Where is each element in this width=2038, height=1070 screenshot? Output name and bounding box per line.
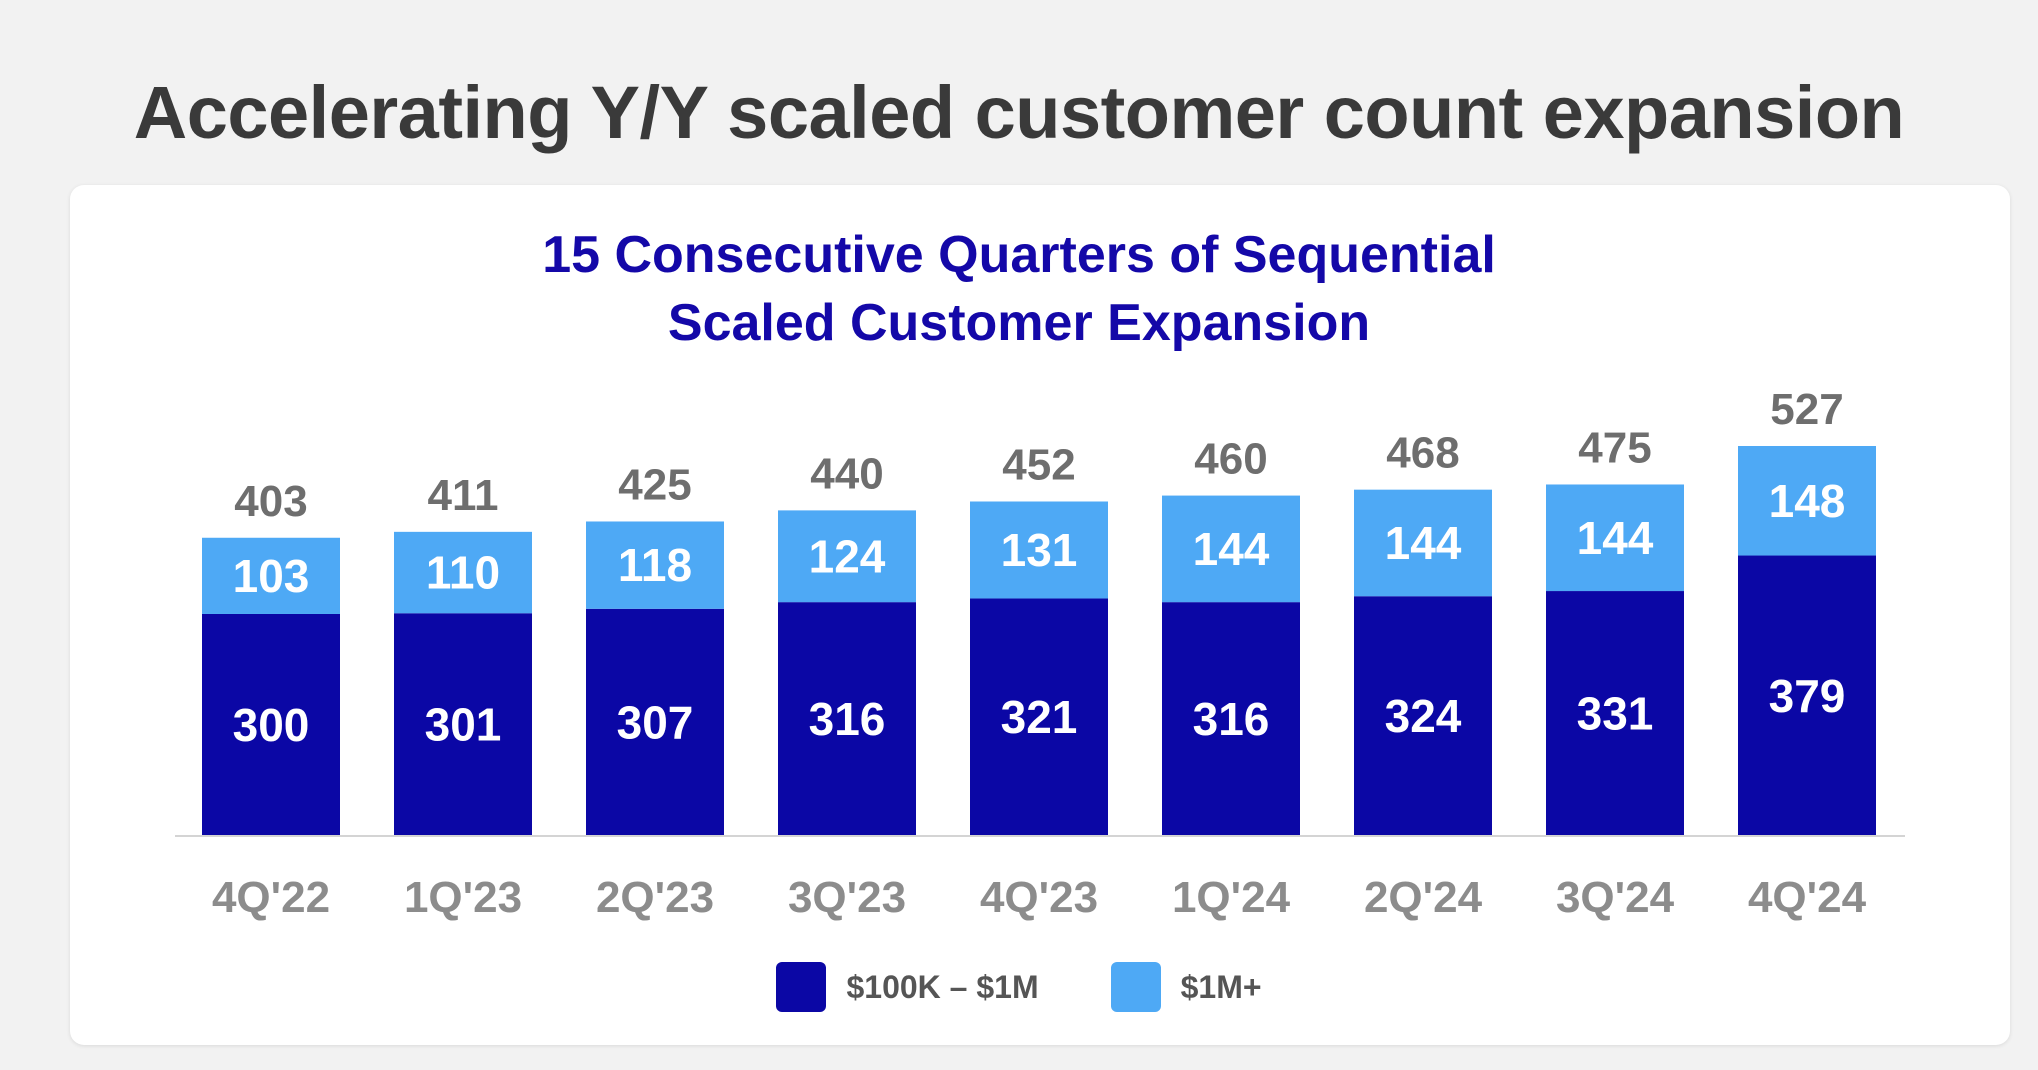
bar-segment-1m-plus	[586, 521, 724, 609]
data-label-1m-plus: 144	[1385, 517, 1462, 569]
legend-item-series-2: $1M+	[1110, 962, 1262, 1012]
data-label-100k-1m: 300	[233, 699, 310, 751]
data-label-total: 460	[1194, 435, 1267, 484]
x-tick-label: 2Q'24	[1364, 873, 1483, 922]
chart-title-line-1: 15 Consecutive Quarters of Sequential	[542, 226, 1496, 284]
data-label-total: 468	[1386, 429, 1459, 478]
data-label-total: 411	[428, 471, 499, 520]
bar-segment-100k-1m	[1162, 602, 1300, 836]
data-label-100k-1m: 379	[1769, 670, 1846, 722]
bar-segment-100k-1m	[1354, 596, 1492, 836]
data-label-1m-plus: 148	[1769, 475, 1846, 527]
data-label-total: 475	[1578, 423, 1651, 472]
data-label-100k-1m: 307	[617, 696, 694, 748]
legend-label-series-1: $100K – $1M	[846, 968, 1039, 1005]
data-label-total: 403	[234, 477, 307, 526]
data-label-1m-plus: 103	[233, 550, 310, 602]
legend-item-series-1: $100K – $1M	[776, 962, 1039, 1012]
x-tick-label: 1Q'24	[1172, 873, 1291, 922]
bar-segment-1m-plus	[1162, 495, 1300, 603]
bar-segment-100k-1m	[1738, 555, 1876, 836]
data-label-1m-plus: 110	[426, 547, 500, 599]
x-tick-label: 3Q'23	[788, 873, 906, 922]
bar-segment-100k-1m	[970, 598, 1108, 836]
legend: $100K – $1M $1M+	[0, 962, 2038, 1012]
data-label-total: 440	[810, 449, 883, 498]
x-tick-label: 4Q'22	[212, 873, 330, 922]
bar-segment-1m-plus	[1738, 446, 1876, 556]
bar-segment-100k-1m	[202, 613, 340, 836]
data-label-1m-plus: 124	[809, 530, 886, 582]
x-tick-label: 4Q'24	[1748, 873, 1867, 922]
data-label-100k-1m: 324	[1385, 690, 1462, 742]
data-label-100k-1m: 316	[1193, 693, 1270, 745]
chart-title-line-2: Scaled Customer Expansion	[667, 294, 1371, 352]
legend-swatch-series-1	[776, 962, 827, 1012]
data-label-total: 452	[1002, 441, 1075, 490]
data-label-total: 527	[1770, 385, 1843, 434]
data-label-100k-1m: 321	[1001, 691, 1078, 743]
bar-segment-1m-plus	[970, 501, 1108, 599]
bar-segment-1m-plus	[1546, 484, 1684, 592]
page-title: Accelerating Y/Y scaled customer count e…	[133, 71, 1905, 154]
data-label-100k-1m: 301	[425, 699, 502, 751]
bar-segment-100k-1m	[1546, 591, 1684, 836]
data-label-1m-plus: 118	[618, 539, 692, 591]
bar-segment-1m-plus	[1354, 489, 1492, 597]
x-tick-label: 3Q'24	[1556, 873, 1675, 922]
data-label-1m-plus: 144	[1577, 512, 1654, 564]
bar-segment-100k-1m	[394, 613, 532, 836]
bar-segment-100k-1m	[586, 608, 724, 836]
legend-swatch-series-2	[1110, 962, 1161, 1012]
data-label-100k-1m: 316	[809, 693, 886, 745]
data-label-100k-1m: 331	[1577, 688, 1654, 740]
data-label-1m-plus: 131	[1001, 524, 1078, 576]
bar-segment-1m-plus	[394, 531, 532, 614]
legend-label-series-2: $1M+	[1180, 968, 1262, 1005]
x-tick-label: 1Q'23	[404, 873, 522, 922]
bar-segment-1m-plus	[202, 537, 340, 614]
bar-segment-1m-plus	[778, 510, 916, 603]
data-label-total: 425	[618, 460, 691, 509]
x-tick-label: 4Q'23	[980, 873, 1098, 922]
data-label-1m-plus: 144	[1193, 523, 1270, 575]
bar-segment-100k-1m	[778, 602, 916, 836]
x-tick-label: 2Q'23	[596, 873, 714, 922]
